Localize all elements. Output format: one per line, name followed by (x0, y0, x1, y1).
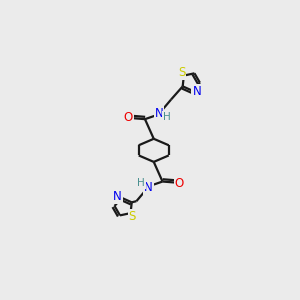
Text: N: N (113, 190, 122, 203)
Text: S: S (178, 66, 185, 79)
Text: O: O (124, 111, 133, 124)
Text: O: O (175, 177, 184, 190)
Text: N: N (144, 181, 153, 194)
Text: S: S (129, 210, 136, 223)
Text: H: H (137, 178, 145, 188)
Text: N: N (154, 107, 163, 120)
Text: H: H (163, 112, 170, 122)
Text: N: N (192, 85, 201, 98)
